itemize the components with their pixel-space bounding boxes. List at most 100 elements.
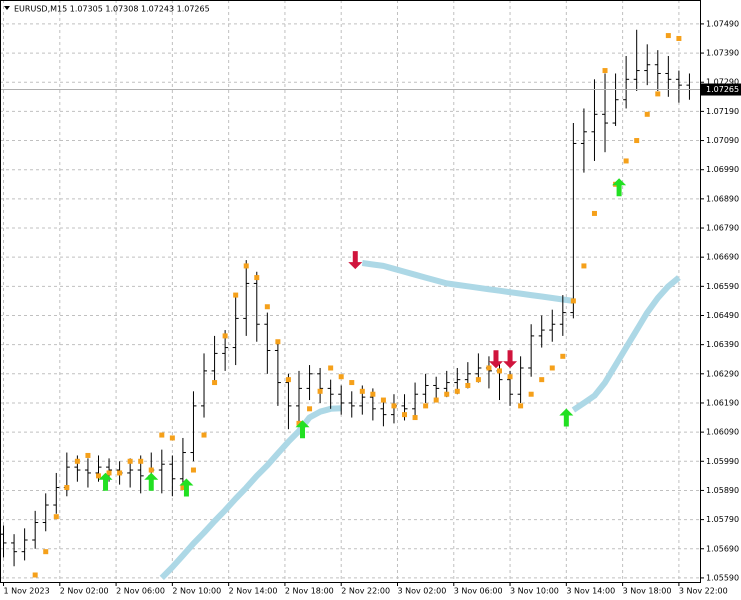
indicator-dot [212, 380, 218, 386]
indicator-dot [423, 403, 429, 409]
x-tick-label: 2 Nov 02:00 [60, 587, 109, 596]
last-price-label: 1.07265 [706, 85, 739, 94]
indicator-dot [644, 111, 650, 117]
buy-arrow [144, 472, 159, 491]
y-tick-label: 1.05790 [706, 515, 739, 524]
indicator-dot [507, 374, 513, 380]
menu-triangle[interactable] [4, 6, 10, 10]
indicator-dot [539, 377, 545, 383]
sell-arrow [348, 251, 363, 270]
indicator-dot [560, 353, 566, 359]
chart-title: EURUSD,M15 1.07305 1.07308 1.07243 1.072… [14, 5, 210, 14]
x-tick-label: 2 Nov 18:00 [285, 587, 334, 596]
buy-arrow [295, 420, 310, 439]
indicator-dot [43, 549, 49, 555]
indicator-dot [655, 91, 661, 97]
indicator-dot [676, 35, 682, 41]
y-tick-label: 1.07390 [706, 49, 739, 58]
indicator-dot [486, 365, 492, 371]
y-tick-label: 1.06990 [706, 165, 739, 174]
indicator-dot [623, 158, 629, 164]
y-tick-label: 1.05690 [706, 544, 739, 553]
indicator-dot [338, 374, 344, 380]
indicator-dot [518, 403, 524, 409]
indicator-dot [169, 435, 175, 441]
y-tick-label: 1.06890 [706, 194, 739, 203]
indicator-dot [602, 68, 608, 74]
indicator-dot [370, 391, 376, 397]
buy-arrow [559, 408, 574, 427]
y-tick-label: 1.05890 [706, 486, 739, 495]
indicator-dot [665, 33, 671, 39]
indicator-dot [106, 470, 112, 476]
indicator-dot [391, 403, 397, 409]
indicator-dot [64, 485, 70, 491]
indicator-dot [180, 485, 186, 491]
x-tick-label: 3 Nov 18:00 [623, 587, 672, 596]
indicator-dot [317, 388, 323, 394]
axes: 1.07490 1.07390 1.07290 1.07190 1.07090 1.069… [3, 19, 741, 596]
y-tick-label: 1.06490 [706, 311, 739, 320]
indicator-dot [570, 298, 576, 304]
indicator-dot [233, 292, 239, 298]
plot [0, 29, 700, 581]
y-tick-label: 1.06290 [706, 369, 739, 378]
indicator-dot [475, 377, 481, 383]
x-tick-label: 2 Nov 06:00 [116, 587, 165, 596]
indicator-dot [359, 388, 365, 394]
last-price-box [701, 83, 741, 96]
indicator-dot [528, 391, 534, 397]
y-tick-label: 1.06690 [706, 253, 739, 262]
indicator-dot [444, 391, 450, 397]
indicator-dot [127, 458, 133, 464]
indicator-line [361, 260, 574, 304]
indicator-dot [148, 467, 154, 473]
indicator-dot [454, 388, 460, 394]
indicator-dot [117, 470, 123, 476]
grid [0, 0, 700, 582]
y-tick-label: 1.06190 [706, 398, 739, 407]
indicator-dot [634, 138, 640, 144]
y-tick-label: 1.06090 [706, 428, 739, 437]
y-tick-label: 1.06390 [706, 340, 739, 349]
x-tick-label: 3 Nov 14:00 [566, 587, 615, 596]
y-tick-label: 1.07190 [706, 107, 739, 116]
indicator-dot [95, 473, 101, 479]
plot-frame [0, 0, 701, 583]
x-tick-label: 3 Nov 02:00 [397, 587, 446, 596]
indicator-dot [349, 380, 355, 386]
x-tick-label: 2 Nov 22:00 [341, 587, 390, 596]
indicator-dot [328, 365, 334, 371]
y-tick-label: 1.06790 [706, 224, 739, 233]
indicator-dot [32, 572, 38, 578]
x-tick-label: 3 Nov 10:00 [510, 587, 559, 596]
buy-arrow [98, 472, 113, 491]
indicator-dot [190, 467, 196, 473]
indicator-dot [138, 458, 144, 464]
indicator-dot [285, 377, 291, 383]
x-tick-label: 2 Nov 10:00 [172, 587, 221, 596]
indicator-dot [465, 382, 471, 388]
indicator-dot [380, 397, 386, 403]
indicator-dot [53, 514, 59, 520]
indicator-dot [549, 365, 555, 371]
indicator-dot [433, 397, 439, 403]
buy-arrow [612, 178, 627, 197]
sell-arrow [488, 350, 503, 369]
y-tick-label: 1.07090 [706, 136, 739, 145]
x-tick-label: 3 Nov 22:00 [679, 587, 728, 596]
y-tick-label: 1.05990 [706, 457, 739, 466]
indicator-dot [159, 432, 165, 438]
indicator-dot [307, 406, 313, 412]
indicator-line [159, 275, 681, 581]
indicator-dot [74, 458, 80, 464]
y-tick-label: 1.07290 [706, 78, 739, 87]
indicator-dot [243, 263, 249, 269]
indicator-dot [222, 333, 228, 339]
indicator-dot [275, 339, 281, 345]
indicator-dot [591, 210, 597, 216]
indicator-dot [264, 304, 270, 310]
buy-arrow [179, 478, 194, 497]
y-tick-label: 1.05590 [706, 573, 739, 582]
indicator-dot [412, 415, 418, 421]
